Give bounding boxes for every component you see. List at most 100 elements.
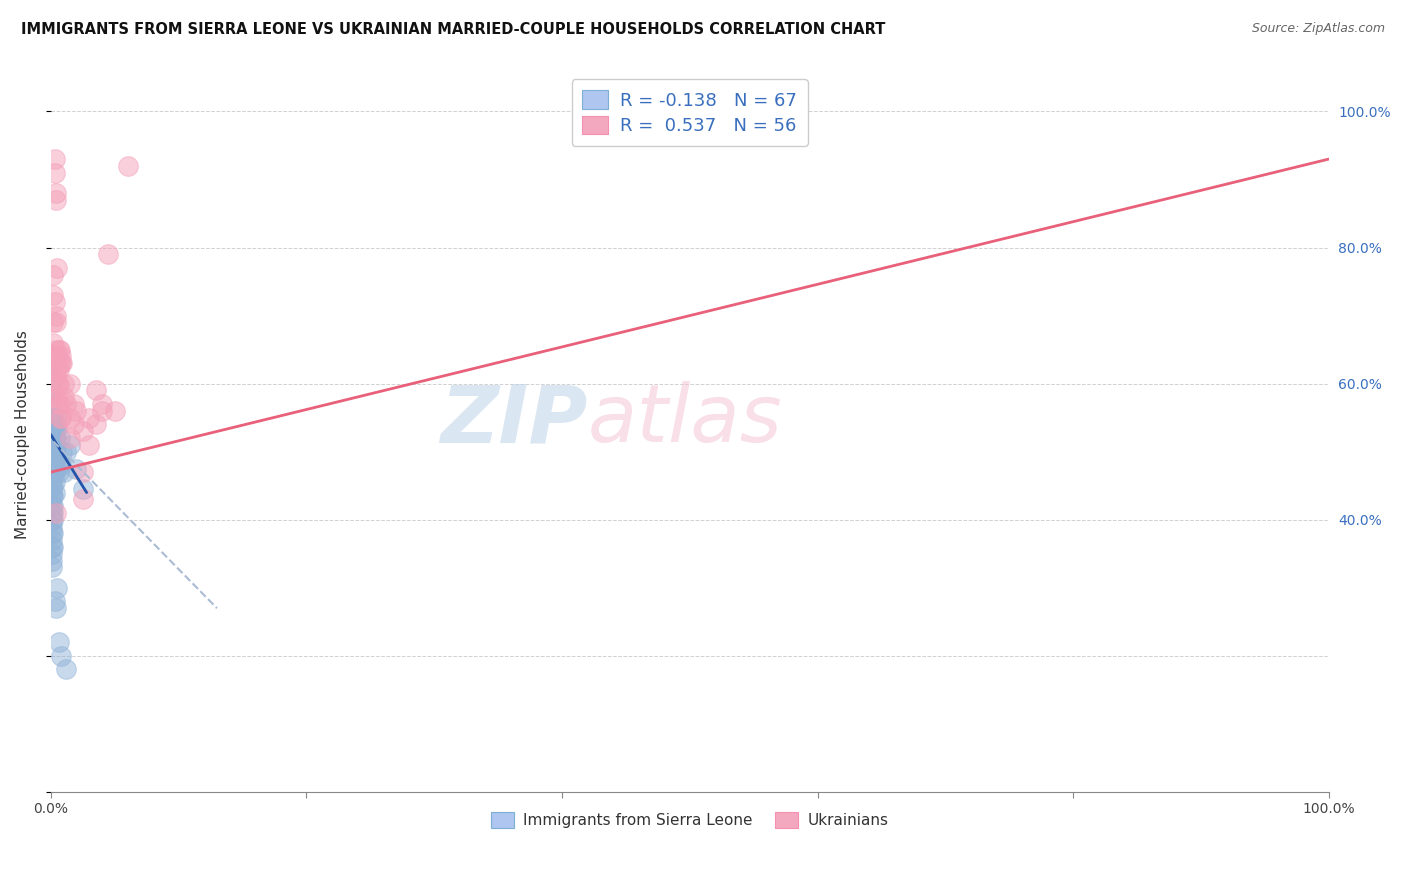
Point [65,461,87,475]
Point [44,475,66,490]
Point [42,350,65,364]
Text: atlas: atlas [588,382,782,459]
Point [41,465,63,479]
Point [52,465,75,479]
Point [49,648,72,663]
Point [44,594,66,608]
Point [51,444,73,458]
Point [48,363,70,377]
Text: IMMIGRANTS FROM SIERRA LEONE VS UKRAINIAN MARRIED-COUPLE HOUSEHOLDS CORRELATION : IMMIGRANTS FROM SIERRA LEONE VS UKRAINIA… [21,22,886,37]
Point [45,417,67,432]
Point [44,390,66,404]
Point [42,268,65,282]
Point [41,438,63,452]
Point [117,159,139,173]
Point [63,417,86,432]
Y-axis label: Married-couple Households: Married-couple Households [15,330,30,539]
Point [41,458,63,473]
Point [41,499,63,513]
Point [45,451,67,466]
Point [41,547,63,561]
Point [46,410,69,425]
Point [41,431,63,445]
Point [41,533,63,548]
Point [72,465,94,479]
Point [44,455,66,469]
Point [42,506,65,520]
Point [55,663,77,677]
Point [55,444,77,458]
Point [46,397,69,411]
Legend: Immigrants from Sierra Leone, Ukrainians: Immigrants from Sierra Leone, Ukrainians [485,806,894,834]
Point [49,356,72,370]
Point [49,410,72,425]
Point [42,438,65,452]
Point [41,384,63,398]
Point [84,417,107,432]
Point [41,451,63,466]
Point [41,363,63,377]
Point [46,350,69,364]
Point [104,404,127,418]
Point [48,465,70,479]
Point [41,363,63,377]
Point [44,295,66,310]
Point [44,465,66,479]
Point [44,421,66,435]
Point [42,499,65,513]
Point [49,356,72,370]
Point [41,397,63,411]
Point [41,553,63,567]
Point [72,425,94,439]
Point [44,166,66,180]
Point [41,485,63,500]
Point [42,288,65,302]
Point [46,260,69,275]
Point [42,451,65,466]
Point [46,421,69,435]
Point [42,335,65,350]
Point [42,315,65,329]
Point [46,363,69,377]
Point [59,410,82,425]
Point [45,343,67,357]
Point [41,489,63,503]
Point [45,369,67,384]
Point [41,425,63,439]
Point [49,397,72,411]
Point [52,390,75,404]
Point [45,350,67,364]
Text: Source: ZipAtlas.com: Source: ZipAtlas.com [1251,22,1385,36]
Point [48,376,70,391]
Point [45,506,67,520]
Point [63,397,86,411]
Point [77,410,100,425]
Point [59,431,82,445]
Point [97,247,120,261]
Point [44,431,66,445]
Point [46,376,69,391]
Point [41,540,63,554]
Point [49,431,72,445]
Text: ZIP: ZIP [440,382,588,459]
Point [51,356,73,370]
Point [49,343,72,357]
Point [42,465,65,479]
Point [41,417,63,432]
Point [41,560,63,574]
Point [49,350,72,364]
Point [59,376,82,391]
Point [44,444,66,458]
Point [77,438,100,452]
Point [42,489,65,503]
Point [45,461,67,475]
Point [45,193,67,207]
Point [41,479,63,493]
Point [48,343,70,357]
Point [46,581,69,595]
Point [46,390,69,404]
Point [41,444,63,458]
Point [72,482,94,496]
Point [42,410,65,425]
Point [52,376,75,391]
